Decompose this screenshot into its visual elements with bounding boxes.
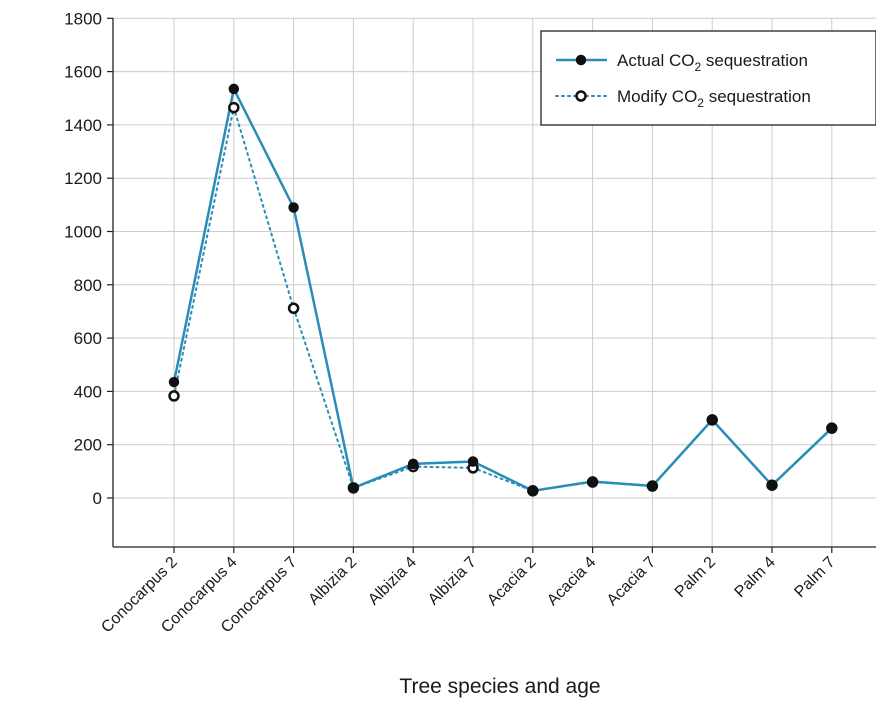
legend-marker-modify <box>575 90 587 102</box>
data-point-actual <box>348 482 359 494</box>
x-tick-label: Acacia 7 <box>604 554 659 609</box>
data-point-actual <box>706 414 718 426</box>
legend-label-modify-prefix: Modify CO <box>617 87 697 106</box>
legend-label-actual-suffix: sequestration <box>701 51 808 70</box>
legend-marker-actual <box>575 54 587 66</box>
y-tick-label: 1000 <box>64 223 102 242</box>
data-point-modify <box>168 390 180 402</box>
legend-label-modify-suffix: sequestration <box>704 87 811 106</box>
data-point-modify <box>287 302 300 315</box>
data-point-actual <box>168 376 180 388</box>
legend: Actual CO2 sequestration Modify CO2 sequ… <box>540 30 876 126</box>
y-tick-label: 1600 <box>64 63 102 82</box>
data-point-actual <box>407 458 419 470</box>
y-tick-label: 1200 <box>64 169 102 188</box>
data-point-actual <box>587 476 598 487</box>
data-point-actual <box>766 479 778 491</box>
y-tick-label: 1800 <box>64 9 102 28</box>
y-tick-label: 600 <box>74 329 102 348</box>
x-axis-label: Tree species and age <box>399 675 600 698</box>
x-tick-label: Acacia 4 <box>544 554 599 609</box>
data-point-actual <box>647 480 658 492</box>
data-point-actual <box>527 485 539 497</box>
y-tick-label: 200 <box>74 436 102 455</box>
series-lines <box>168 83 838 497</box>
legend-label-modify: Modify CO2 sequestration <box>617 87 811 110</box>
y-tick-label: 0 <box>93 489 102 508</box>
data-point-actual <box>826 422 838 434</box>
y-tick-label: 800 <box>74 276 102 295</box>
data-point-actual <box>228 83 240 95</box>
legend-label-actual-subscript: 2 <box>694 60 701 74</box>
x-tick-label: Albizia 4 <box>365 554 420 609</box>
data-point-actual <box>288 202 299 213</box>
legend-label-actual-prefix: Actual CO <box>617 51 694 70</box>
y-tick-label: 400 <box>74 382 102 401</box>
y-tick-labels: 0 200 400 600 800 1000 1200 1400 1600 1800 <box>64 9 102 508</box>
x-tick-label: Palm 7 <box>791 554 838 601</box>
x-tick-label: Palm 4 <box>732 554 779 601</box>
x-tick-label: Albizia 2 <box>305 554 360 609</box>
series-line-actual <box>172 85 833 493</box>
legend-label-modify-subscript: 2 <box>697 96 704 110</box>
x-tick-label: Albizia 7 <box>425 554 480 609</box>
legend-label-actual: Actual CO2 sequestration <box>617 51 808 74</box>
x-tick-label: Palm 2 <box>672 554 719 601</box>
y-tick-label: 1400 <box>64 116 102 135</box>
x-tick-label: Acacia 2 <box>484 554 539 609</box>
legend-box <box>540 30 876 126</box>
axes <box>107 17 876 553</box>
data-point-modify <box>228 101 240 114</box>
data-point-actual <box>467 456 479 467</box>
